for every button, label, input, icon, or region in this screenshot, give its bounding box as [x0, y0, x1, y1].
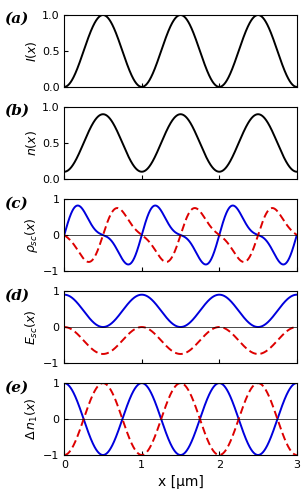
Y-axis label: $\rho_{sc}(x)$: $\rho_{sc}(x)$	[23, 217, 40, 253]
Y-axis label: $n(x)$: $n(x)$	[24, 130, 39, 156]
Y-axis label: $\Delta\,n_1(x)$: $\Delta\,n_1(x)$	[24, 398, 40, 440]
Text: (b): (b)	[4, 104, 29, 118]
X-axis label: x [μm]: x [μm]	[158, 476, 203, 490]
Text: (c): (c)	[4, 196, 28, 210]
Y-axis label: $I(x)$: $I(x)$	[24, 40, 39, 62]
Text: (a): (a)	[4, 12, 28, 26]
Text: (d): (d)	[4, 288, 29, 302]
Y-axis label: $E_{sc}(x)$: $E_{sc}(x)$	[24, 309, 40, 345]
Text: (e): (e)	[4, 380, 28, 394]
